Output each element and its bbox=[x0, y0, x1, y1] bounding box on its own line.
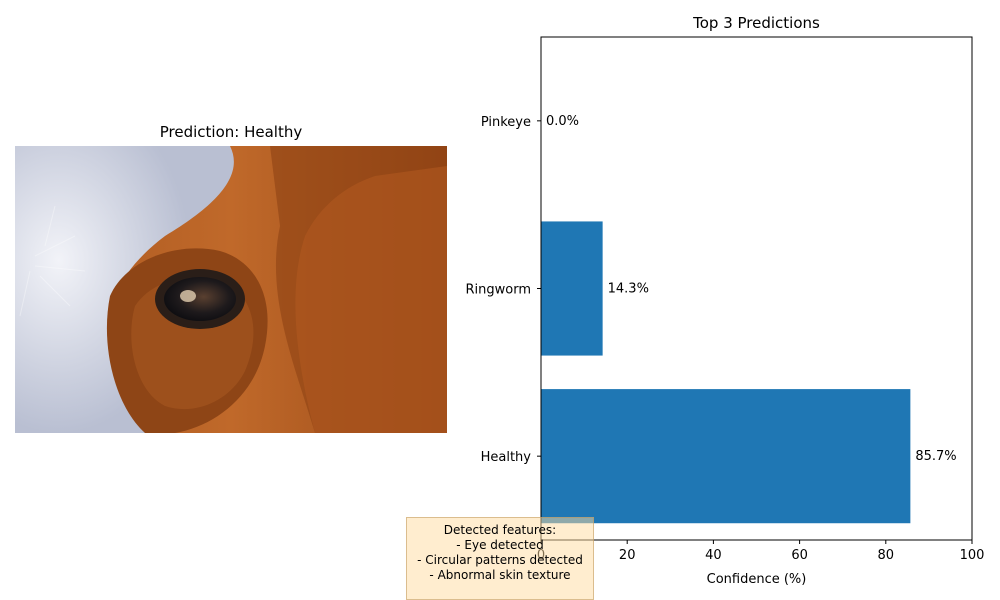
x-tick-label: 100 bbox=[960, 548, 985, 563]
x-tick-label: 20 bbox=[619, 548, 636, 563]
y-tick-label: Ringworm bbox=[465, 283, 531, 298]
image-title: Prediction: Healthy bbox=[159, 123, 303, 141]
y-tick-label: Healthy bbox=[481, 450, 532, 465]
notes-line: - Circular patterns detected bbox=[417, 553, 583, 567]
bar-ringworm bbox=[541, 221, 603, 356]
notes-line: Detected features: bbox=[443, 523, 557, 537]
y-tick-label: Pinkeye bbox=[481, 115, 531, 130]
cow-eye-image bbox=[15, 146, 447, 433]
x-axis-label: Confidence (%) bbox=[707, 572, 807, 587]
cow-photo-illustration bbox=[15, 146, 447, 433]
chart-title: Top 3 Predictions bbox=[693, 14, 820, 32]
notes-line: - Eye detected bbox=[456, 538, 544, 552]
x-tick-label: 40 bbox=[705, 548, 722, 563]
value-label: 14.3% bbox=[608, 282, 649, 297]
plot-frame bbox=[540, 36, 973, 541]
x-tick-label: 60 bbox=[791, 548, 808, 563]
value-label: 0.0% bbox=[546, 114, 579, 129]
bar-healthy bbox=[541, 389, 911, 524]
detected-features-box: Detected features: - Eye detected - Circ… bbox=[406, 517, 594, 600]
x-tick-label: 80 bbox=[878, 548, 895, 563]
notes-line: - Abnormal skin texture bbox=[429, 568, 571, 582]
value-label: 85.7% bbox=[915, 449, 956, 464]
